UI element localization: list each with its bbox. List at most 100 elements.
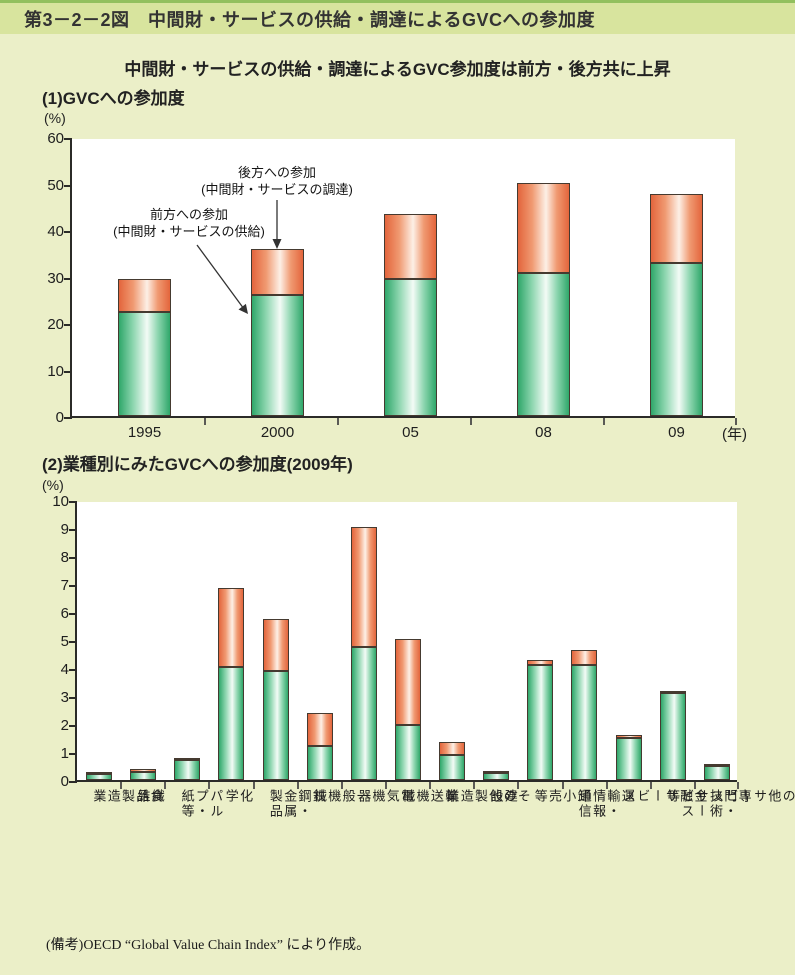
x-axis-tick: [649, 782, 652, 789]
x-axis-tick: [429, 782, 432, 789]
category-label: 鉄鋼・金属製品: [267, 789, 326, 819]
category-label: 卸小売等: [532, 789, 591, 804]
category-label: 専門・技術サービス等: [665, 789, 752, 819]
y-axis-tick: [69, 753, 77, 755]
bar-backward-segment: [650, 193, 703, 263]
annotation-backward-line2: (中間財・サービスの調達): [201, 181, 353, 197]
y-axis-label: 40: [47, 223, 64, 240]
y-axis-label: 20: [47, 316, 64, 333]
figure-subtitle: 中間財・サービスの供給・調達によるGVC参加度は前方・後方共に上昇: [124, 60, 671, 79]
y-axis-label: 30: [47, 269, 64, 287]
y-axis-label: 10: [52, 493, 69, 510]
x-axis-tick: [605, 782, 608, 789]
chart2-plot-area: 食品製造業 繊維 パルプ・紙等 化学 鉄鋼・金属製品 一般機械 電気機器 輸送機械 その他製造業…: [52, 493, 795, 819]
category-label: 電気機器: [356, 789, 415, 804]
bar-backward-segment: [394, 638, 421, 726]
bar-backward-segment: [174, 758, 201, 761]
y-axis-tick: [64, 324, 72, 326]
category-label: 金融サービス: [620, 789, 708, 804]
bar-forward-segment: [251, 295, 304, 416]
y-axis-label: 50: [47, 176, 64, 194]
annotation-forward-line1: 前方への参加: [149, 207, 228, 222]
x-axis-tick: [337, 418, 339, 425]
y-axis-tick: [64, 417, 72, 419]
y-axis-tick: [69, 725, 77, 727]
y-axis-tick: [69, 669, 77, 671]
annotation-forward-participation: 前方への参加 (中間財・サービスの供給): [92, 207, 286, 241]
bar-forward-segment: [615, 738, 642, 780]
x-axis-tick: [735, 418, 737, 425]
x-axis-tick: [473, 782, 476, 789]
bar-forward-segment: [571, 665, 598, 780]
bar-backward-segment: [218, 588, 245, 667]
y-axis-tick: [69, 501, 77, 503]
y-axis-label: 10: [47, 362, 64, 380]
chart2-heading: (2)業種別にみたGVCへの参加度(2009年): [42, 455, 353, 474]
x-axis-tick: [208, 782, 211, 789]
y-axis-label: 1: [60, 745, 69, 762]
y-axis-tick: [69, 697, 77, 699]
annotation-forward-line2: (中間財・サービスの供給): [113, 223, 265, 239]
y-axis-label: 4: [60, 661, 69, 678]
category-label: 化学: [223, 789, 254, 804]
bar-forward-segment: [527, 665, 554, 780]
bar-backward-segment: [659, 691, 686, 694]
x-axis-label: 08: [535, 424, 552, 441]
x-axis-label: 05: [402, 424, 419, 441]
category-label: パルプ・紙等: [179, 789, 224, 819]
y-axis-label: 5: [60, 633, 69, 650]
bar-backward-segment: [118, 279, 171, 313]
bar-forward-segment: [703, 766, 730, 780]
bar-backward-segment: [262, 619, 289, 671]
x-axis-tick: [164, 782, 167, 789]
category-label: 繊維: [135, 789, 165, 804]
bar-backward-segment: [527, 659, 554, 666]
bar-forward-segment: [118, 312, 171, 416]
x-axis-tick: [693, 782, 696, 789]
chart1-y-unit-label: (%): [44, 110, 66, 126]
y-axis-label: 2: [60, 717, 69, 734]
x-axis-tick: [470, 418, 472, 425]
chart1-plot-area: 後方への参加 (中間財・サービスの調達) 前方への参加 (中間財・サービスの供給…: [47, 130, 737, 441]
chart2-y-unit-label: (%): [42, 477, 64, 493]
y-axis-tick: [64, 231, 72, 233]
y-axis-label: 0: [60, 773, 69, 790]
x-axis-label: 1995: [127, 424, 162, 441]
y-axis-tick: [69, 557, 77, 559]
annotation-backward-participation: 後方への参加 (中間財・サービスの調達): [164, 165, 390, 199]
bar-backward-segment: [251, 248, 304, 296]
x-axis-tick: [603, 418, 605, 425]
source-note: (備考)OECD “Global Value Chain Index” により作…: [46, 938, 371, 953]
bar-backward-segment: [703, 764, 730, 766]
y-axis-tick: [64, 138, 72, 140]
figure-title: 第3－2－2図 中間財・サービスの供給・調達によるGVCへの参加度: [24, 9, 595, 30]
bar-backward-segment: [384, 214, 437, 279]
bar-backward-segment: [130, 768, 157, 772]
x-axis-tick: [340, 782, 343, 789]
figure-title-band: 第3－2－2図 中間財・サービスの供給・調達によるGVCへの参加度: [0, 0, 795, 34]
bar-backward-segment: [483, 771, 510, 773]
y-axis-tick: [69, 585, 77, 587]
bar-forward-segment: [394, 725, 421, 780]
bar-forward-segment: [650, 262, 703, 416]
annotation-backward-line1: 後方への参加: [237, 165, 316, 180]
category-label: 運輸・情報通信: [576, 789, 635, 819]
x-axis-tick: [120, 782, 123, 789]
x-axis-label: 09: [668, 424, 685, 441]
y-axis-label: 0: [55, 409, 64, 426]
category-label: 建設: [488, 789, 518, 804]
category-label: 一般機械: [311, 789, 370, 804]
category-label: その他サービス: [709, 789, 795, 804]
y-axis-label: 3: [60, 689, 69, 706]
bar-forward-segment: [439, 754, 466, 780]
y-axis-tick: [69, 613, 77, 615]
bar-backward-segment: [571, 649, 598, 666]
x-axis-tick: [517, 782, 520, 789]
category-label: 食品製造業: [91, 789, 164, 804]
bar-forward-segment: [384, 278, 437, 416]
bar-forward-segment: [306, 746, 333, 780]
y-axis-tick: [69, 529, 77, 531]
y-axis-label: 7: [60, 577, 69, 594]
y-axis-label: 9: [60, 521, 69, 538]
